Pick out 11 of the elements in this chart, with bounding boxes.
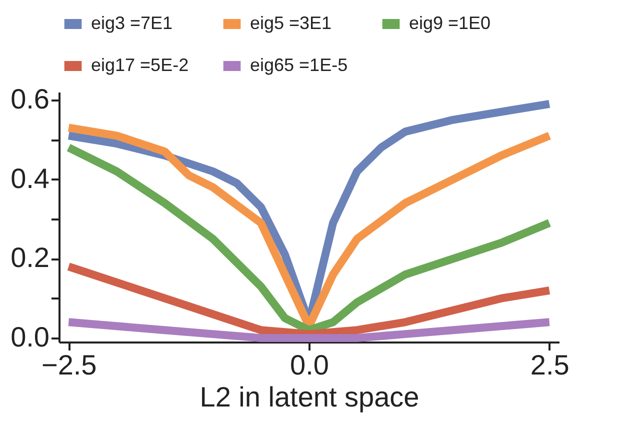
y-tick-label: 0.4 [10,162,50,194]
legend-label: eig17 =5E-2 [91,55,189,75]
x-tick-label: 0.0 [290,350,329,380]
y-tick-label: 0.2 [10,242,50,274]
legend-label: eig65 =1E-5 [250,55,348,75]
legend-label: eig5 =3E1 [250,13,332,33]
y-tick-label: 0.6 [10,83,50,114]
x-tick-label: 2.5 [530,350,570,380]
x-axis-title: L2 in latent space [200,382,420,412]
legend-label: eig9 =1E0 [409,13,491,33]
legend-label: eig3 =7E1 [91,13,173,33]
